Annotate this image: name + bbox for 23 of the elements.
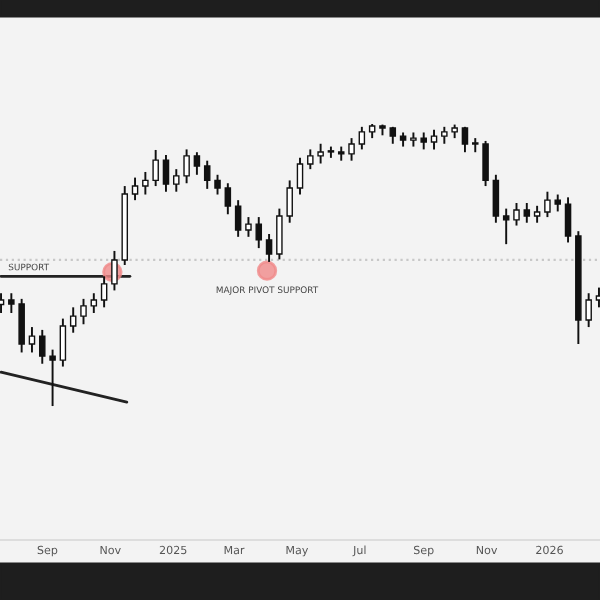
candlestick [131, 176, 139, 202]
candlestick [90, 292, 98, 314]
candlestick [100, 275, 108, 309]
candlestick [214, 173, 221, 196]
candlestick [162, 154, 170, 193]
candlestick [69, 306, 77, 334]
candlestick [80, 297, 87, 326]
candlestick [513, 202, 520, 227]
candlestick [28, 326, 36, 354]
candlestick [59, 317, 67, 368]
candlestick [358, 125, 366, 151]
candlestick [296, 156, 304, 196]
candlestick [564, 196, 572, 244]
candlestick [224, 182, 232, 216]
candlestick [523, 202, 531, 224]
candlestick [193, 151, 201, 176]
candlestick [203, 159, 211, 190]
candlestick [430, 128, 438, 151]
candlestick [502, 207, 510, 246]
candlestick [234, 199, 242, 238]
candlestick [492, 173, 500, 224]
candlestick [265, 233, 273, 263]
candlestick [461, 125, 469, 154]
